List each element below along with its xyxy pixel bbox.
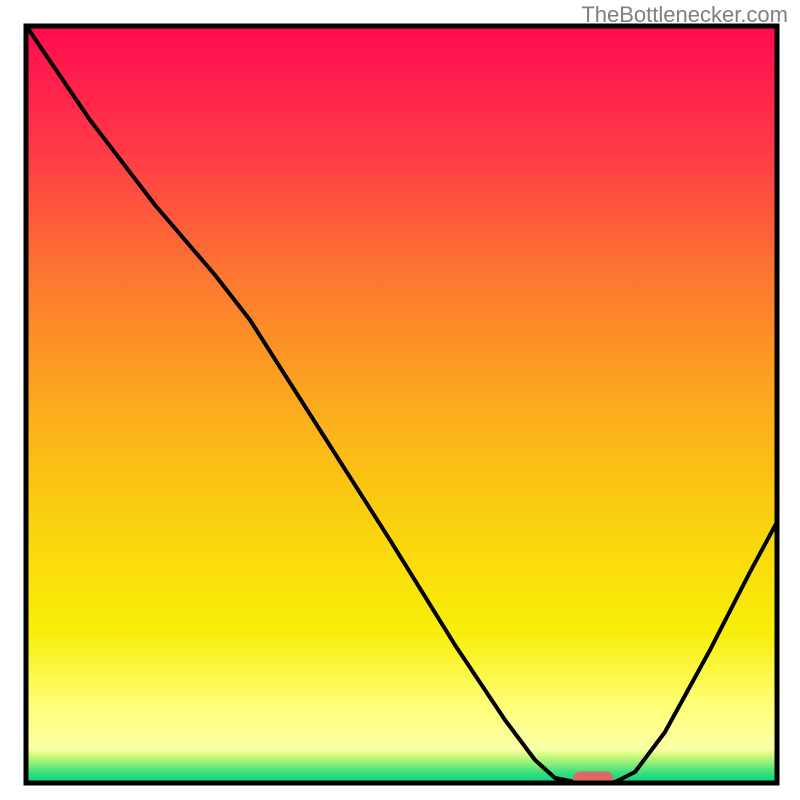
bottleneck-chart-svg — [0, 0, 800, 800]
chart-container: TheBottlenecker.com — [0, 0, 800, 800]
gradient-background — [26, 26, 777, 783]
watermark-label: TheBottlenecker.com — [581, 2, 788, 28]
